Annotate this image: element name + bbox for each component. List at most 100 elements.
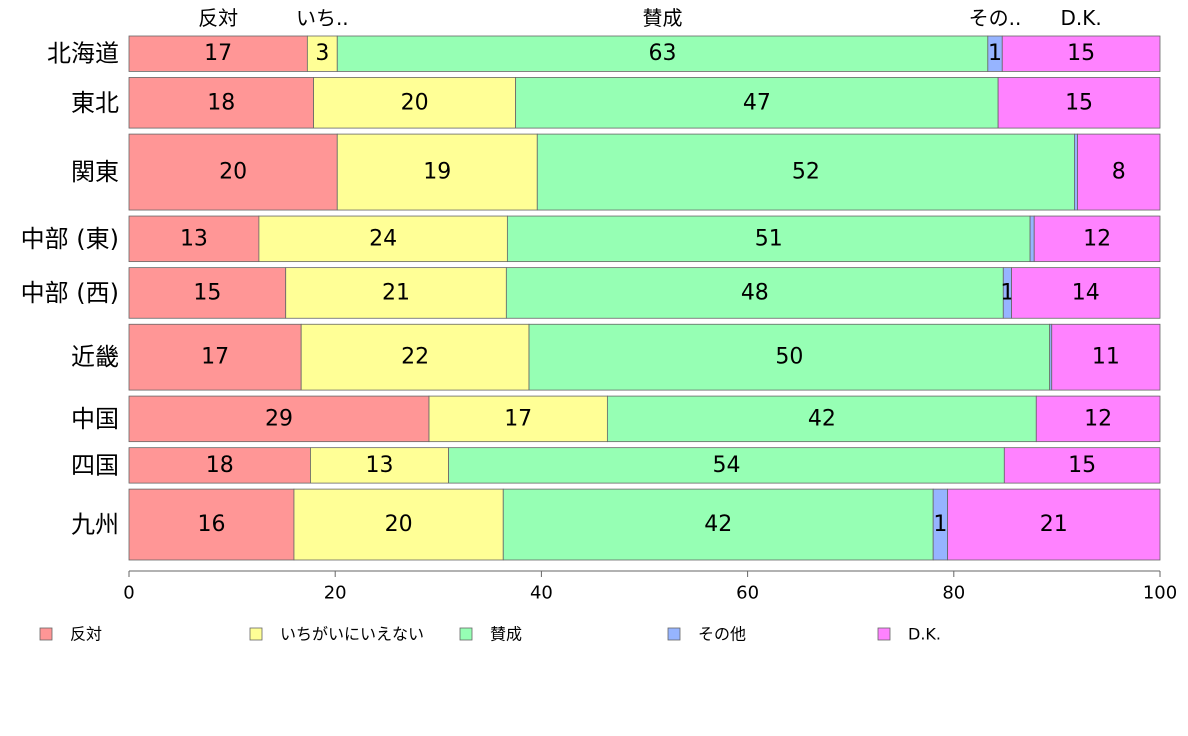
segment-value-label: 13	[180, 226, 208, 251]
x-tick-label: 80	[942, 583, 965, 604]
bar-segment	[285, 267, 507, 319]
row-label: 関東	[71, 158, 119, 186]
legend-item: いちがいにいえない	[249, 625, 424, 644]
legend-swatch	[667, 627, 681, 641]
bar-row: 中部 (西) 15 21 48 1 14	[21, 267, 1161, 319]
row-label: 九州	[71, 511, 119, 539]
bar-rows: 北海道 17 3 63 1 15 東北 18 20 47 15 関東 20 19 52 8 中部 (東) 13 24…	[21, 35, 1161, 561]
column-headers: 反対 いち.. 賛成 その.. D.K.	[198, 6, 1102, 30]
column-header: D.K.	[1061, 6, 1102, 30]
segment-value-label: 15	[1068, 453, 1096, 478]
bar-segment	[1074, 133, 1078, 211]
segment-value-label: 47	[743, 90, 771, 115]
segment-value-label: 42	[704, 512, 732, 537]
legend-label: 反対	[70, 625, 102, 644]
bar-segment	[1051, 323, 1161, 391]
segment-value-label: 14	[1072, 280, 1100, 305]
segment-value-label: 54	[712, 453, 740, 478]
bar-row: 関東 20 19 52 8	[71, 133, 1161, 211]
segment-value-label: 22	[401, 345, 429, 370]
row-label: 近畿	[71, 343, 119, 371]
x-axis: 0 20 40 60 80 100	[123, 570, 1177, 604]
bar-segment	[128, 395, 430, 443]
segment-value-label: 1	[988, 41, 1002, 66]
bar-row: 四国 18 13 54 15	[71, 447, 1161, 484]
bar-row: 北海道 17 3 63 1 15	[47, 35, 1161, 72]
bar-segment	[1003, 447, 1161, 484]
bar-row: 東北 18 20 47 15	[71, 77, 1161, 129]
segment-value-label: 8	[1112, 160, 1126, 185]
bar-segment	[128, 488, 295, 561]
legend-item: 賛成	[459, 625, 522, 644]
segment-value-label: 12	[1083, 226, 1111, 251]
bar-segment	[428, 395, 608, 443]
segment-value-label: 20	[385, 512, 413, 537]
segment-value-label: 18	[206, 453, 234, 478]
segment-value-label: 16	[197, 512, 225, 537]
legend-swatch	[249, 627, 263, 641]
segment-value-label: 51	[755, 226, 783, 251]
bar-segment	[1029, 215, 1035, 263]
row-label: 東北	[71, 89, 119, 117]
legend-swatch	[39, 627, 53, 641]
segment-value-label: 15	[1065, 90, 1093, 115]
row-label: 四国	[71, 451, 119, 479]
legend-item: 反対	[39, 625, 102, 644]
segment-value-label: 17	[204, 41, 232, 66]
segment-value-label: 21	[382, 280, 410, 305]
legend-label: D.K.	[908, 625, 941, 644]
bar-segment	[300, 323, 530, 391]
legend-item: その他	[667, 625, 746, 644]
row-label: 中部 (東)	[21, 225, 119, 253]
legend-label: その他	[698, 625, 746, 644]
segment-value-label: 20	[401, 90, 429, 115]
bar-segment	[1077, 133, 1161, 211]
segment-value-label: 17	[201, 345, 229, 370]
bar-segment	[606, 395, 1037, 443]
bar-segment	[515, 77, 999, 129]
legend-swatch	[877, 627, 891, 641]
row-label: 北海道	[47, 40, 119, 68]
bar-segment	[128, 35, 308, 72]
segment-value-label: 1	[1000, 280, 1014, 305]
bar-row: 中部 (東) 13 24 51 12	[21, 215, 1161, 263]
segment-value-label: 50	[775, 345, 803, 370]
row-label: 中国	[71, 405, 119, 433]
segment-value-label: 42	[808, 406, 836, 431]
bar-segment	[505, 267, 1004, 319]
column-header: その..	[969, 6, 1022, 30]
row-label: 中部 (西)	[21, 279, 119, 307]
segment-value-label: 29	[265, 406, 293, 431]
column-header: 反対	[198, 6, 238, 30]
bar-segment	[336, 35, 989, 72]
bar-row: 近畿 17 22 50 11	[71, 323, 1161, 391]
segment-value-label: 15	[193, 280, 221, 305]
bar-segment	[310, 447, 450, 484]
x-tick-label: 20	[324, 583, 347, 604]
legend-item: D.K.	[877, 625, 941, 644]
segment-value-label: 52	[792, 160, 820, 185]
segment-value-label: 63	[649, 41, 677, 66]
segment-value-label: 12	[1084, 406, 1112, 431]
column-header: 賛成	[643, 6, 683, 30]
x-tick-label: 100	[1143, 583, 1177, 604]
legend-swatch	[459, 627, 473, 641]
x-tick-label: 40	[530, 583, 553, 604]
bar-segment	[448, 447, 1005, 484]
segment-value-label: 15	[1067, 41, 1095, 66]
bar-segment	[293, 488, 504, 561]
segment-value-label: 48	[741, 280, 769, 305]
segment-value-label: 13	[366, 453, 394, 478]
segment-value-label: 1	[933, 512, 947, 537]
segment-value-label: 18	[207, 90, 235, 115]
bar-segment	[536, 133, 1075, 211]
legend-label: 賛成	[490, 625, 522, 644]
bar-segment	[313, 77, 517, 129]
x-tick-label: 0	[123, 583, 134, 604]
bar-segment	[1035, 395, 1161, 443]
bar-segment	[1001, 35, 1161, 72]
bar-row: 中国 29 17 42 12	[71, 395, 1161, 443]
bar-segment	[1011, 267, 1161, 319]
segment-value-label: 21	[1040, 512, 1068, 537]
